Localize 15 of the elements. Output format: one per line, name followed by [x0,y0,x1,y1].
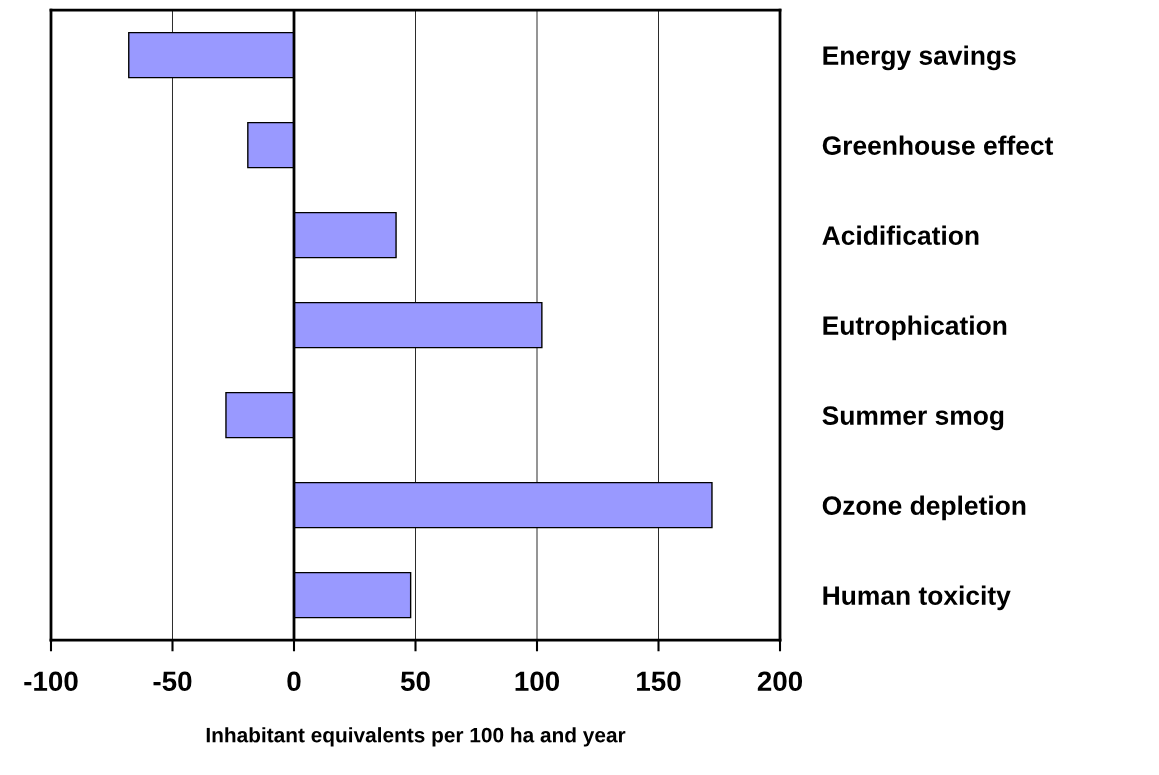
x-tick-label: -50 [153,671,192,692]
x-axis-title: Inhabitant equivalents per 100 ha and year [206,727,626,747]
y-tick-label: Summer smog [822,406,1004,431]
y-tick-label: Human toxicity [823,585,1011,611]
y-tick-label: Ozone depletion [822,495,1026,521]
x-tick-label: 100 [515,671,560,692]
x-tick-label: -100 [24,671,78,692]
y-tick-label: Greenhouse effect [822,135,1054,155]
y-tick-label: Eutrophication [823,315,1007,341]
y-tick-label: Energy savings [823,45,1016,71]
y-tick-label: Acidification [822,225,979,245]
x-tick-label: 50 [400,671,430,692]
x-tick-label: 0 [287,671,301,692]
x-tick-label: 150 [637,671,681,692]
x-tick-label: 200 [757,671,803,692]
